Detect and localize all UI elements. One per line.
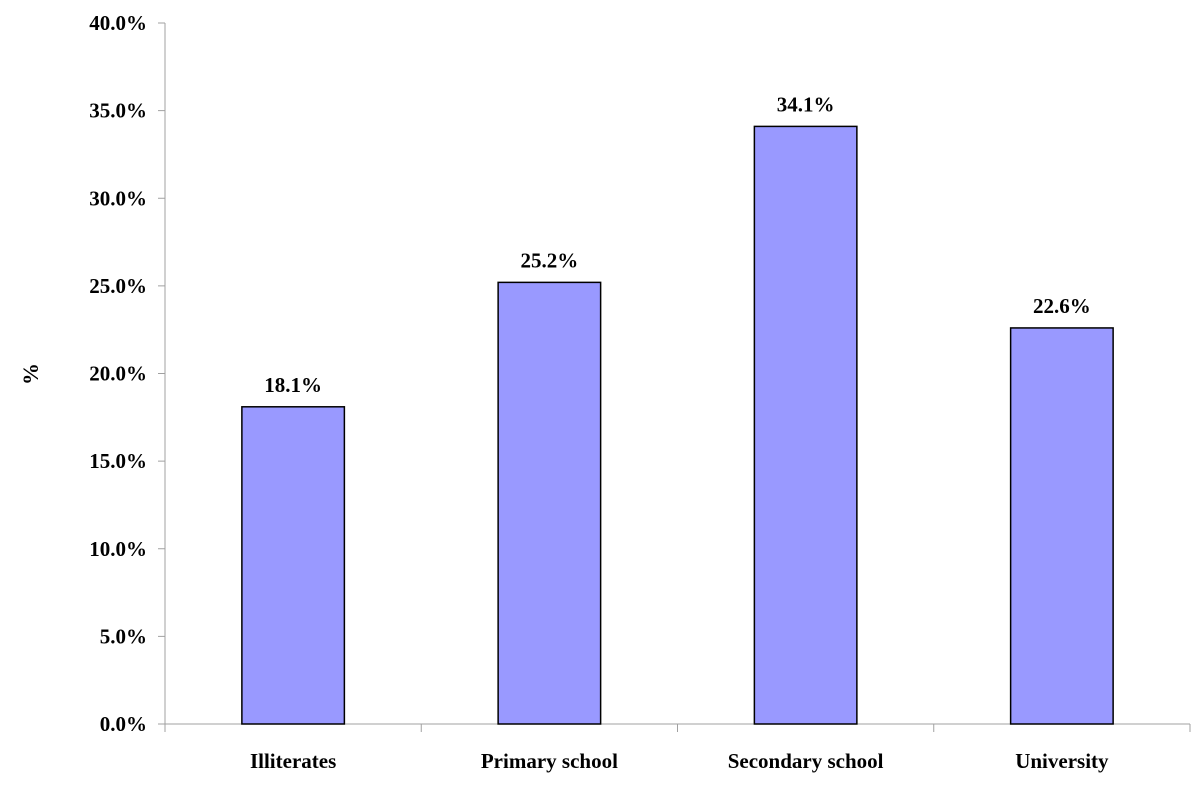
y-tick-label: 15.0% bbox=[89, 449, 147, 473]
data-labels: 18.1% 25.2% 34.1% 22.6% bbox=[264, 92, 1091, 396]
y-tick-label: 40.0% bbox=[89, 11, 147, 35]
x-tick-label: Illiterates bbox=[250, 749, 336, 773]
y-tick-label: 30.0% bbox=[89, 186, 147, 210]
bar bbox=[753, 125, 858, 725]
y-tick-label: 20.0% bbox=[89, 362, 147, 386]
bar bbox=[1009, 327, 1114, 725]
bar bbox=[497, 281, 602, 725]
y-axis: 0.0% 5.0% 10.0% 15.0% 20.0% 25.0% 30.0% 35.0% 40… bbox=[89, 11, 166, 736]
x-axis: Illiterates Primary school Secondary schoo… bbox=[164, 723, 1191, 773]
bars bbox=[241, 125, 1114, 725]
x-tick-label: Secondary school bbox=[728, 749, 884, 773]
y-tick-label: 35.0% bbox=[89, 99, 147, 123]
x-tick-label: University bbox=[1015, 749, 1109, 773]
x-tick-label: Primary school bbox=[481, 749, 618, 773]
bar-value-label: 18.1% bbox=[264, 373, 322, 397]
y-tick-label: 10.0% bbox=[89, 537, 147, 561]
bar-value-label: 22.6% bbox=[1033, 294, 1091, 318]
bar bbox=[241, 406, 346, 725]
y-tick-label: 0.0% bbox=[100, 712, 147, 736]
y-tick-label: 5.0% bbox=[100, 624, 147, 648]
bar-value-label: 25.2% bbox=[521, 248, 579, 272]
y-tick-label: 25.0% bbox=[89, 274, 147, 298]
y-axis-title: % bbox=[18, 363, 43, 385]
bar-value-label: 34.1% bbox=[777, 92, 835, 116]
